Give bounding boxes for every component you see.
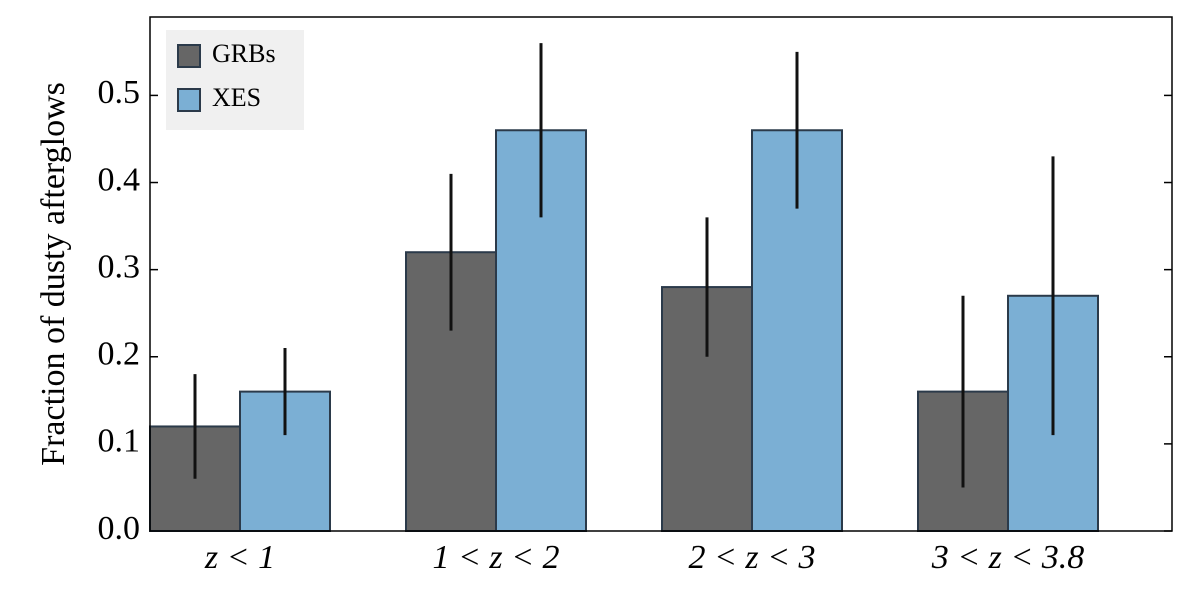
y-tick-label: 0.4 [98, 161, 141, 198]
legend-swatch [177, 44, 201, 68]
y-tick-label: 0.0 [98, 510, 141, 547]
legend-label: XES [212, 83, 261, 112]
x-tick-label: 3 < z < 3.8 [931, 539, 1085, 576]
legend-swatch [177, 88, 201, 112]
legend-label: GRBs [212, 39, 276, 68]
x-tick-label: 2 < z < 3 [688, 539, 815, 576]
y-axis-label: Fraction of dusty afterglows [35, 82, 72, 466]
x-tick-label: 1 < z < 2 [432, 539, 559, 576]
y-tick-label: 0.2 [98, 336, 141, 373]
plot-frame [149, 16, 1173, 532]
y-tick-label: 0.5 [98, 74, 141, 111]
y-tick-label: 0.1 [98, 423, 141, 460]
x-tick-label: z < 1 [204, 539, 275, 576]
y-tick-label: 0.3 [98, 248, 141, 285]
